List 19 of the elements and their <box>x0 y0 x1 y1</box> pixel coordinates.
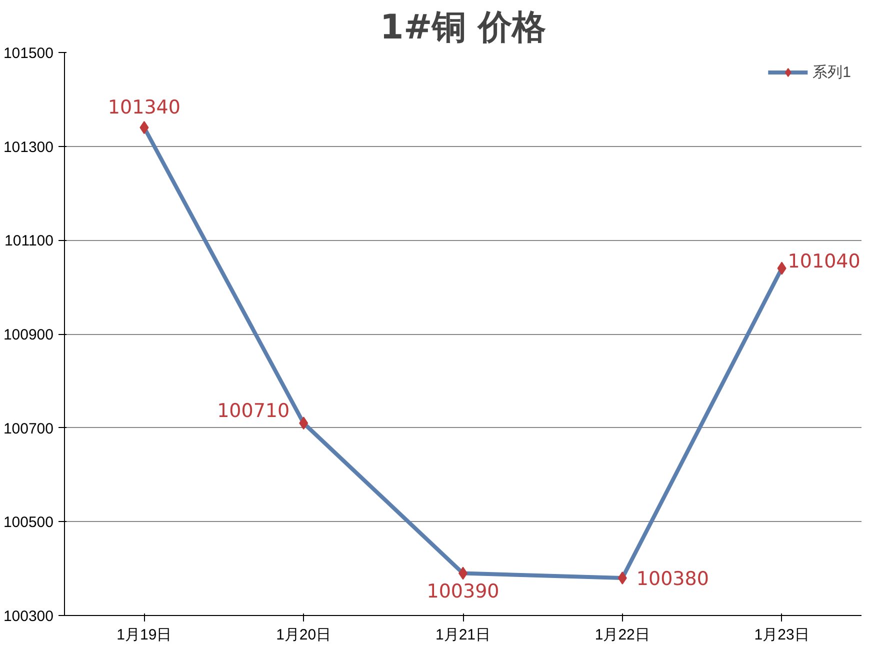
y-tick-label: 101300 <box>3 138 54 156</box>
chart-title: 1#铜 价格 <box>380 8 546 48</box>
legend-label: 系列1 <box>812 62 851 82</box>
data-label: 100390 <box>426 580 500 602</box>
x-tick-label: 1月21日 <box>435 626 491 644</box>
data-label: 100710 <box>217 400 290 422</box>
x-tick-label: 1月19日 <box>116 626 172 644</box>
y-tick-label: 100700 <box>3 420 54 438</box>
data-label: 101340 <box>108 96 180 119</box>
y-tick-label: 101100 <box>4 232 54 250</box>
x-tick-label: 1月20日 <box>276 626 332 644</box>
x-tick-label: 1月23日 <box>754 626 810 644</box>
y-tick-label: 101500 <box>3 45 54 62</box>
y-tick-label: 100500 <box>3 514 54 532</box>
data-label: 101040 <box>788 250 860 272</box>
y-tick-label: 100900 <box>3 326 54 344</box>
data-label: 100380 <box>636 568 709 590</box>
x-tick-label: 1月22日 <box>594 626 650 644</box>
y-tick-label: 100300 <box>3 608 54 625</box>
